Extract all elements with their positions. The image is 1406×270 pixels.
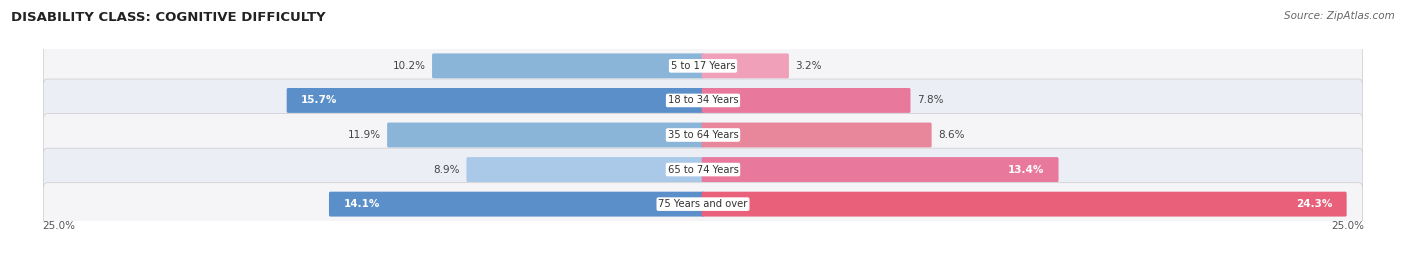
FancyBboxPatch shape (387, 123, 704, 147)
Text: 14.1%: 14.1% (343, 199, 380, 209)
FancyBboxPatch shape (702, 123, 932, 147)
FancyBboxPatch shape (702, 88, 911, 113)
FancyBboxPatch shape (44, 183, 1362, 225)
Text: 5 to 17 Years: 5 to 17 Years (671, 61, 735, 71)
FancyBboxPatch shape (702, 157, 1059, 182)
Text: 24.3%: 24.3% (1296, 199, 1331, 209)
Text: 7.8%: 7.8% (917, 95, 943, 106)
FancyBboxPatch shape (432, 53, 704, 78)
Text: 35 to 64 Years: 35 to 64 Years (668, 130, 738, 140)
Text: 13.4%: 13.4% (1008, 164, 1045, 175)
Text: 75 Years and over: 75 Years and over (658, 199, 748, 209)
Text: 3.2%: 3.2% (796, 61, 823, 71)
FancyBboxPatch shape (467, 157, 704, 182)
FancyBboxPatch shape (44, 148, 1362, 191)
FancyBboxPatch shape (702, 53, 789, 78)
FancyBboxPatch shape (287, 88, 704, 113)
Text: 8.9%: 8.9% (433, 164, 460, 175)
FancyBboxPatch shape (329, 192, 704, 217)
Text: 25.0%: 25.0% (1331, 221, 1364, 231)
Text: 15.7%: 15.7% (301, 95, 337, 106)
FancyBboxPatch shape (44, 114, 1362, 156)
Text: Source: ZipAtlas.com: Source: ZipAtlas.com (1284, 11, 1395, 21)
Text: 10.2%: 10.2% (392, 61, 426, 71)
Text: 8.6%: 8.6% (938, 130, 965, 140)
FancyBboxPatch shape (702, 192, 1347, 217)
Text: 11.9%: 11.9% (347, 130, 381, 140)
FancyBboxPatch shape (44, 79, 1362, 122)
FancyBboxPatch shape (44, 45, 1362, 87)
Text: 25.0%: 25.0% (42, 221, 75, 231)
Text: 65 to 74 Years: 65 to 74 Years (668, 164, 738, 175)
Text: 18 to 34 Years: 18 to 34 Years (668, 95, 738, 106)
Text: DISABILITY CLASS: COGNITIVE DIFFICULTY: DISABILITY CLASS: COGNITIVE DIFFICULTY (11, 11, 326, 24)
